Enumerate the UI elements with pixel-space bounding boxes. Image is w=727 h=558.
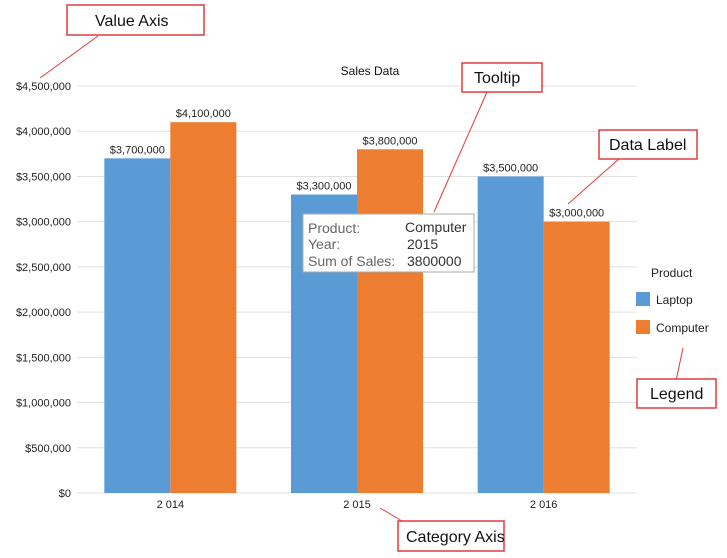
callout-box-data-label: [598, 129, 698, 160]
bar-laptop-2[interactable]: [477, 176, 544, 493]
data-label: $4,100,000: [176, 108, 231, 120]
data-label: $3,800,000: [362, 135, 417, 147]
callout-box-category-axis: [397, 520, 505, 552]
y-tick-label: $1,000,000: [16, 398, 71, 410]
callout-leaders: [39, 35, 684, 522]
bar-laptop-0[interactable]: [104, 158, 171, 493]
tooltip-value-sum: 3800000: [407, 253, 462, 269]
bars: [104, 122, 610, 494]
y-tick-label: $3,000,000: [16, 217, 71, 229]
legend-swatch-computer: [636, 320, 650, 334]
y-tick-label: $3,500,000: [16, 171, 71, 183]
tooltip-value-product: Computer: [405, 219, 467, 235]
data-label: $3,500,000: [483, 162, 538, 174]
y-tick-label: $4,500,000: [16, 81, 71, 93]
bar-computer-2[interactable]: [543, 221, 610, 493]
category-axis-tick-labels: 2 014 2 015 2 016: [157, 499, 558, 511]
tooltip-key-year: Year:: [308, 236, 340, 252]
value-axis-tick-labels: $0 $500,000 $1,000,000 $1,500,000 $2,000,000…: [16, 81, 71, 500]
data-label: $3,700,000: [110, 144, 165, 156]
tooltip: Product: Computer Year: 2015 Sum of Sale…: [302, 213, 475, 273]
x-tick-label: 2 014: [157, 499, 185, 511]
callout-category-axis: Category Axis: [406, 529, 505, 546]
data-labels: $3,700,000 $4,100,000 $3,300,000 $3,800,000…: [110, 108, 604, 219]
callout-legend: Legend: [650, 386, 703, 403]
tooltip-key-product: Product:: [308, 220, 360, 236]
legend-label-laptop: Laptop: [656, 293, 693, 307]
y-tick-label: $0: [59, 488, 71, 500]
callouts: Value Axis Tooltip Data Label Legend Cat…: [66, 4, 717, 552]
leader-category-axis: [379, 507, 403, 522]
callout-box-tooltip: [461, 62, 543, 93]
legend: Product Laptop Computer: [636, 266, 709, 335]
tooltip-box: [302, 213, 475, 273]
bar-computer-0[interactable]: [170, 122, 237, 493]
legend-swatch-laptop: [636, 292, 650, 306]
tooltip-value-year: 2015: [407, 236, 438, 252]
data-label: $3,300,000: [296, 181, 351, 193]
y-tick-label: $4,000,000: [16, 126, 71, 138]
leader-tooltip: [433, 91, 488, 213]
y-tick-label: $2,000,000: [16, 307, 71, 319]
x-tick-label: 2 015: [343, 499, 371, 511]
y-tick-label: $2,500,000: [16, 262, 71, 274]
leader-legend: [675, 347, 684, 382]
tooltip-key-sum: Sum of Sales:: [308, 253, 395, 269]
legend-title: Product: [651, 266, 693, 280]
data-label: $3,000,000: [549, 208, 604, 220]
bar-computer-1[interactable]: [357, 149, 423, 494]
y-tick-label: $1,500,000: [16, 352, 71, 364]
callout-data-label: Data Label: [609, 137, 686, 154]
leader-value-axis: [39, 35, 99, 79]
callout-box-value-axis: [66, 4, 205, 36]
x-tick-label: 2 016: [530, 499, 558, 511]
callout-value-axis: Value Axis: [95, 13, 169, 30]
leader-data-label: [567, 157, 621, 205]
callout-tooltip: Tooltip: [474, 70, 520, 87]
y-tick-label: $500,000: [25, 443, 71, 455]
callout-box-legend: [636, 378, 717, 409]
chart-title: Sales Data: [341, 64, 400, 78]
legend-label-computer: Computer: [656, 321, 709, 335]
